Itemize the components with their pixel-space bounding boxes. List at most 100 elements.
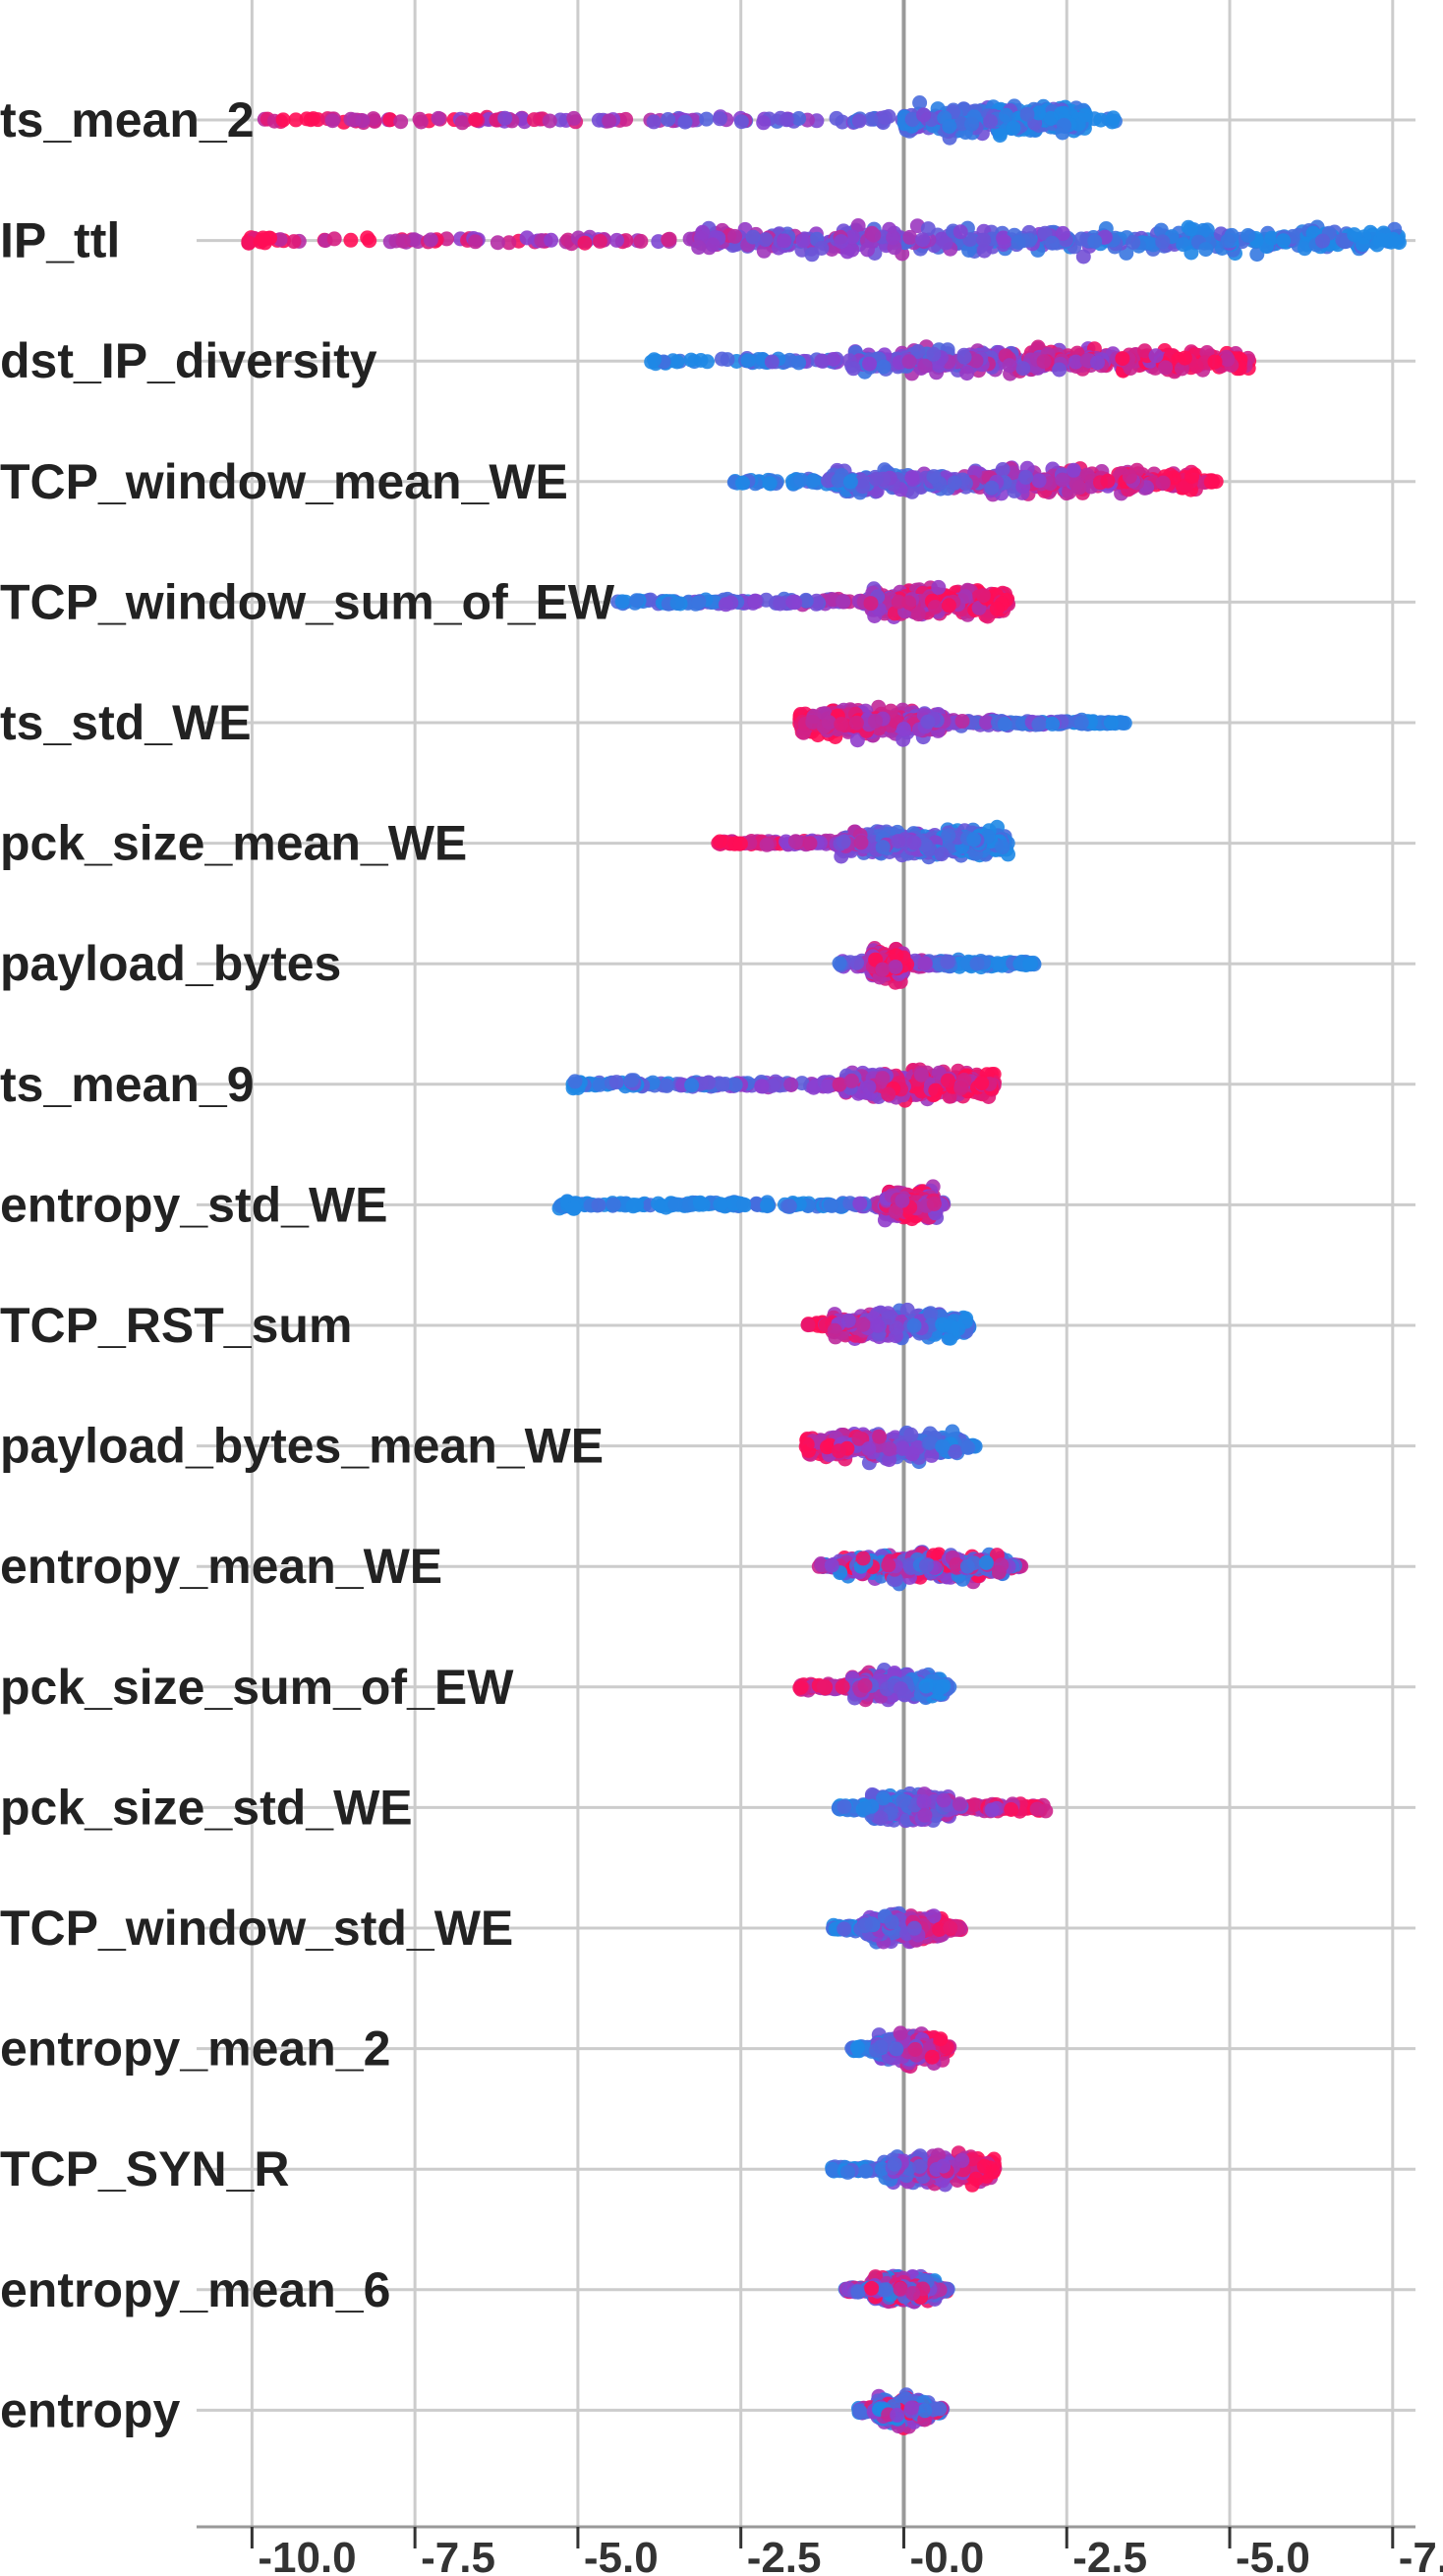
shap-point (848, 715, 864, 731)
shap-point (677, 114, 693, 130)
shap-point (868, 471, 884, 487)
shap-point (423, 232, 438, 248)
shap-point (1100, 473, 1116, 489)
shap-point (941, 828, 956, 844)
shap-point (1093, 112, 1109, 128)
shap-point (1220, 352, 1236, 368)
shap-point (684, 1078, 700, 1093)
shap-point (793, 472, 809, 488)
shap-point (647, 352, 662, 368)
shap-point (661, 112, 676, 127)
shap-point (762, 476, 778, 492)
shap-point (669, 596, 685, 612)
shap-point (324, 113, 340, 129)
shap-outlier-point (567, 1074, 583, 1089)
shap-point (1055, 225, 1070, 241)
shap-outlier-point (623, 1073, 639, 1088)
shap-point (1158, 360, 1174, 376)
shap-point (691, 240, 707, 256)
shap-point (700, 354, 715, 370)
shap-point (1137, 343, 1153, 359)
shap-point (468, 234, 484, 250)
shap-point (934, 847, 950, 862)
shap-point (983, 114, 999, 129)
shap-point (544, 232, 559, 248)
shap-point (1055, 472, 1070, 488)
shap-point (990, 956, 1006, 971)
shap-point (1010, 235, 1026, 250)
shap-point (989, 601, 1005, 616)
shap-point (735, 475, 750, 491)
shap-point (1002, 358, 1017, 374)
shap-point (851, 113, 867, 129)
shap-point (1155, 475, 1171, 491)
shap-point (727, 228, 743, 244)
shap-point (875, 840, 891, 855)
shap-point (1297, 241, 1312, 257)
shap-point (275, 112, 291, 128)
shap-point (343, 232, 359, 248)
shap-point (1391, 235, 1407, 251)
shap-point (1183, 245, 1199, 261)
shap-point (1031, 105, 1047, 121)
shap-point (994, 839, 1010, 854)
shap-point (881, 1086, 896, 1102)
shap-point (917, 956, 933, 971)
shap-point (917, 358, 933, 374)
shap-point (609, 232, 624, 248)
shap-point (997, 717, 1012, 732)
shap-point (802, 836, 818, 851)
shap-point (787, 834, 803, 849)
shap-point (712, 111, 727, 127)
shap-point (976, 243, 992, 259)
shap-point (454, 115, 470, 131)
shap-point (614, 594, 630, 610)
shap-point (928, 1083, 944, 1098)
shap-point (920, 714, 936, 730)
shap-point (886, 230, 901, 246)
shap-point (927, 600, 943, 615)
shap-point (814, 241, 830, 256)
shap-point (745, 229, 761, 245)
shap-point (866, 227, 882, 243)
shap-point (1241, 228, 1256, 243)
shap-point (785, 594, 801, 610)
shap-point (891, 594, 906, 610)
shap-point (732, 836, 748, 851)
shap-point (888, 960, 903, 974)
shap-point (1075, 249, 1091, 264)
shap-point (1022, 956, 1038, 971)
shap-point (956, 349, 972, 365)
shap-point (1090, 355, 1105, 371)
shap-point (984, 480, 1000, 496)
shap-point (836, 834, 851, 849)
shap-point (468, 112, 484, 127)
shap-point (360, 230, 375, 246)
shap-point (779, 112, 794, 128)
shap-point (497, 110, 513, 126)
shap-point (1369, 237, 1385, 253)
shap-point (715, 351, 729, 367)
shap-point (659, 1078, 674, 1093)
shap-point (1207, 354, 1223, 370)
shap-point (758, 232, 774, 248)
shap-point (999, 107, 1014, 123)
shap-point (407, 232, 422, 248)
shap-point (1103, 715, 1119, 731)
shap-point (783, 1077, 799, 1092)
shap-point (431, 110, 446, 126)
shap-point (727, 1077, 743, 1092)
shap-point (781, 352, 797, 368)
shap-point (1315, 233, 1330, 249)
shap-point (577, 235, 593, 251)
shap-point (501, 235, 517, 251)
shap-point (1195, 222, 1211, 238)
shap-point (926, 469, 942, 485)
shap-point (891, 834, 906, 849)
shap-point (1018, 469, 1034, 485)
shap-point (931, 579, 947, 595)
shap-point (393, 114, 409, 130)
shap-point (997, 234, 1012, 250)
shap-point (834, 234, 849, 250)
